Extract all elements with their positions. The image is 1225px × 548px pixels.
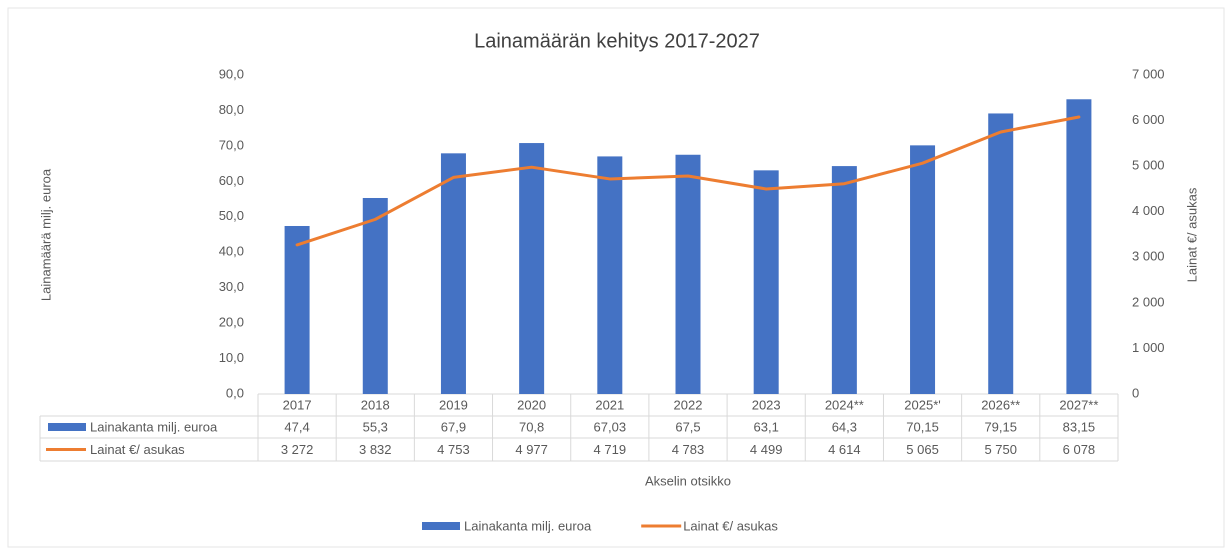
table-cell: 3 832 bbox=[359, 442, 392, 457]
y-tick-label: 40,0 bbox=[219, 244, 244, 259]
legend-key bbox=[422, 522, 460, 530]
x-tick-label: 2023 bbox=[752, 397, 781, 412]
table-cell: 70,8 bbox=[519, 419, 544, 434]
bar bbox=[362, 197, 388, 394]
line bbox=[295, 115, 1081, 247]
bar bbox=[753, 170, 779, 394]
table-cell: 4 783 bbox=[672, 442, 705, 457]
table-cell: 83,15 bbox=[1063, 419, 1096, 434]
y-axis-title: Lainamäärä milj. euroa bbox=[38, 168, 53, 301]
bar bbox=[910, 145, 936, 394]
table-cell: 4 719 bbox=[594, 442, 627, 457]
table-cell: 4 977 bbox=[515, 442, 548, 457]
chart-frame bbox=[7, 7, 1225, 548]
x-axis-title: Akselin otsikko bbox=[645, 473, 731, 488]
y2-tick-label: 5 000 bbox=[1132, 158, 1165, 173]
x-tick-label: 2026** bbox=[981, 397, 1020, 412]
bar bbox=[831, 166, 857, 394]
y2-tick-label: 4 000 bbox=[1132, 203, 1165, 218]
table-cell: 67,03 bbox=[594, 419, 627, 434]
table-cell: 4 753 bbox=[437, 442, 470, 457]
y2-tick-label: 1 000 bbox=[1132, 340, 1165, 355]
table-cell: 67,5 bbox=[675, 419, 700, 434]
chart-title: Lainamäärän kehitys 2017-2027 bbox=[474, 30, 760, 52]
x-tick-label: 2025*' bbox=[904, 397, 940, 412]
table-cell: 55,3 bbox=[363, 419, 388, 434]
table-cell: 70,15 bbox=[906, 419, 939, 434]
x-tick-label: 2022 bbox=[674, 397, 703, 412]
table-cell: 3 272 bbox=[281, 442, 314, 457]
y-tick-label: 20,0 bbox=[219, 315, 244, 330]
y-tick-label: 0,0 bbox=[226, 385, 244, 400]
y2-axis-title: Lainat €/ asukas bbox=[1184, 187, 1199, 282]
table-cell: 79,15 bbox=[984, 419, 1017, 434]
table-cell: 5 750 bbox=[984, 442, 1017, 457]
y-tick-label: 70,0 bbox=[219, 137, 244, 152]
table-cell: 4 614 bbox=[828, 442, 861, 457]
bar bbox=[675, 154, 701, 394]
y-tick-label: 80,0 bbox=[219, 102, 244, 117]
y2-tick-label: 2 000 bbox=[1132, 294, 1165, 309]
table-cell: 5 065 bbox=[906, 442, 939, 457]
bar bbox=[988, 113, 1014, 395]
y2-tick-label: 0 bbox=[1132, 385, 1139, 400]
table-row-header: Lainat €/ asukas bbox=[90, 442, 185, 457]
y-tick-label: 50,0 bbox=[219, 208, 244, 223]
x-tick-label: 2027** bbox=[1059, 397, 1098, 412]
table-cell: 6 078 bbox=[1063, 442, 1096, 457]
x-tick-label: 2019 bbox=[439, 397, 468, 412]
table-cell: 47,4 bbox=[284, 419, 309, 434]
y2-tick-label: 6 000 bbox=[1132, 112, 1165, 127]
x-tick-label: 2018 bbox=[361, 397, 390, 412]
legend-label: Lainat €/ asukas bbox=[683, 518, 778, 533]
x-tick-label: 2017 bbox=[283, 397, 312, 412]
bar bbox=[440, 153, 466, 394]
y-tick-label: 30,0 bbox=[219, 279, 244, 294]
y2-tick-label: 7 000 bbox=[1132, 66, 1165, 81]
y-tick-label: 90,0 bbox=[219, 66, 244, 81]
x-tick-label: 2020 bbox=[517, 397, 546, 412]
y-tick-label: 10,0 bbox=[219, 350, 244, 365]
y-tick-label: 60,0 bbox=[219, 173, 244, 188]
table-legend-key bbox=[48, 423, 86, 431]
y2-tick-label: 3 000 bbox=[1132, 249, 1165, 264]
bar bbox=[597, 156, 623, 394]
legend-label: Lainakanta milj. euroa bbox=[464, 518, 592, 533]
table-row-header: Lainakanta milj. euroa bbox=[90, 419, 218, 434]
bar bbox=[284, 225, 310, 394]
table-cell: 63,1 bbox=[754, 419, 779, 434]
table-cell: 4 499 bbox=[750, 442, 783, 457]
bar bbox=[1066, 99, 1092, 394]
x-tick-label: 2021 bbox=[595, 397, 624, 412]
bar bbox=[519, 143, 545, 394]
x-tick-label: 2024** bbox=[825, 397, 864, 412]
table-cell: 64,3 bbox=[832, 419, 857, 434]
table-cell: 67,9 bbox=[441, 419, 466, 434]
